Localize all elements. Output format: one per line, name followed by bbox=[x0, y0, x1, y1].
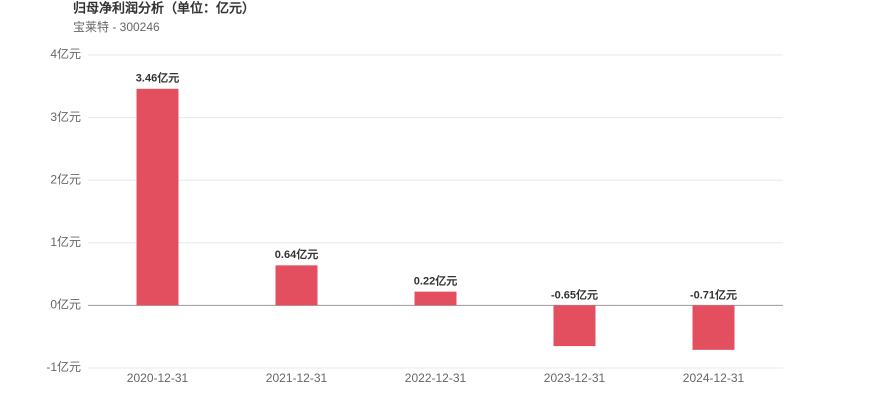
y-tick-label: 2亿元 bbox=[50, 171, 81, 186]
bar bbox=[553, 305, 596, 347]
value-label: 3.46亿元 bbox=[136, 71, 179, 85]
value-label: -0.71亿元 bbox=[690, 287, 737, 301]
bar bbox=[414, 291, 457, 306]
x-tick-label: 2024-12-31 bbox=[683, 371, 745, 385]
bar bbox=[136, 88, 179, 306]
y-tick-label: 3亿元 bbox=[50, 109, 81, 124]
value-label: -0.65亿元 bbox=[551, 287, 598, 301]
chart-subtitle: 宝莱特 - 300246 bbox=[73, 19, 160, 34]
x-tick-label: 2020-12-31 bbox=[127, 371, 189, 385]
y-tick-label: 0亿元 bbox=[50, 297, 81, 312]
bar bbox=[692, 305, 735, 350]
y-tick-label: 1亿元 bbox=[50, 234, 81, 249]
y-tick-label: 4亿元 bbox=[50, 46, 81, 61]
value-label: 0.64亿元 bbox=[275, 247, 318, 261]
chart-title: 归母净利润分析（单位：亿元） bbox=[73, 0, 255, 15]
x-tick-label: 2021-12-31 bbox=[266, 371, 328, 385]
x-tick-label: 2023-12-31 bbox=[544, 371, 606, 385]
x-tick-label: 2022-12-31 bbox=[405, 371, 467, 385]
y-tick-label: -1亿元 bbox=[46, 359, 81, 374]
bar bbox=[275, 265, 318, 306]
value-label: 0.22亿元 bbox=[414, 274, 457, 288]
